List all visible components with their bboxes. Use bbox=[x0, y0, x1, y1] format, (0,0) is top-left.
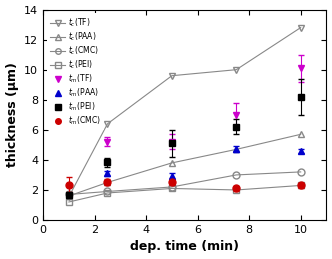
$t_c$(PAA) bbox=[299, 133, 303, 136]
$t_c$(PEI) bbox=[299, 184, 303, 187]
$t_c$(TF) bbox=[299, 26, 303, 29]
$t_c$(PEI) bbox=[170, 187, 174, 190]
$t_c$(PAA) bbox=[234, 148, 238, 151]
$t_c$(CMC) bbox=[106, 190, 110, 193]
$t_c$(PAA) bbox=[106, 181, 110, 184]
$t_c$(PAA) bbox=[170, 161, 174, 164]
Line: $t_c$(PAA): $t_c$(PAA) bbox=[65, 131, 304, 199]
$t_c$(CMC) bbox=[299, 170, 303, 174]
Line: $t_c$(PEI): $t_c$(PEI) bbox=[65, 182, 304, 205]
Line: $t_c$(CMC): $t_c$(CMC) bbox=[65, 168, 304, 198]
$t_c$(TF) bbox=[106, 122, 110, 125]
Y-axis label: thickness (μm): thickness (μm) bbox=[6, 62, 19, 167]
$t_c$(PAA) bbox=[67, 195, 71, 198]
$t_c$(TF) bbox=[170, 74, 174, 77]
$t_c$(CMC) bbox=[170, 185, 174, 189]
$t_c$(CMC) bbox=[67, 193, 71, 196]
$t_c$(PEI) bbox=[106, 191, 110, 195]
Legend: $t_c$(TF), $t_c$(PAA), $t_c$(CMC), $t_c$(PEI), $t_m$(TF), $t_m$(PAA), $t_m$(PEI): $t_c$(TF), $t_c$(PAA), $t_c$(CMC), $t_c$… bbox=[47, 13, 104, 130]
$t_c$(TF) bbox=[67, 195, 71, 198]
$t_c$(TF) bbox=[234, 68, 238, 71]
$t_c$(PEI) bbox=[67, 200, 71, 204]
$t_c$(PEI) bbox=[234, 188, 238, 191]
Line: $t_c$(TF): $t_c$(TF) bbox=[65, 24, 304, 200]
X-axis label: dep. time (min): dep. time (min) bbox=[130, 240, 239, 254]
$t_c$(CMC) bbox=[234, 173, 238, 176]
